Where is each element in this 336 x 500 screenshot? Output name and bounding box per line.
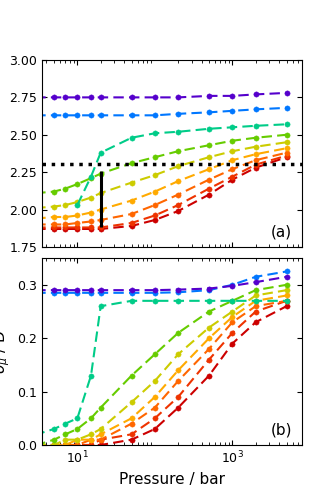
Y-axis label: $\sigma_{\mu}$ / D: $\sigma_{\mu}$ / D bbox=[0, 329, 11, 374]
Y-axis label: $\bar{\mu}$ / D: $\bar{\mu}$ / D bbox=[0, 134, 4, 172]
Text: (a): (a) bbox=[271, 224, 292, 240]
X-axis label: Pressure / bar: Pressure / bar bbox=[119, 472, 225, 487]
Text: (b): (b) bbox=[270, 422, 292, 438]
